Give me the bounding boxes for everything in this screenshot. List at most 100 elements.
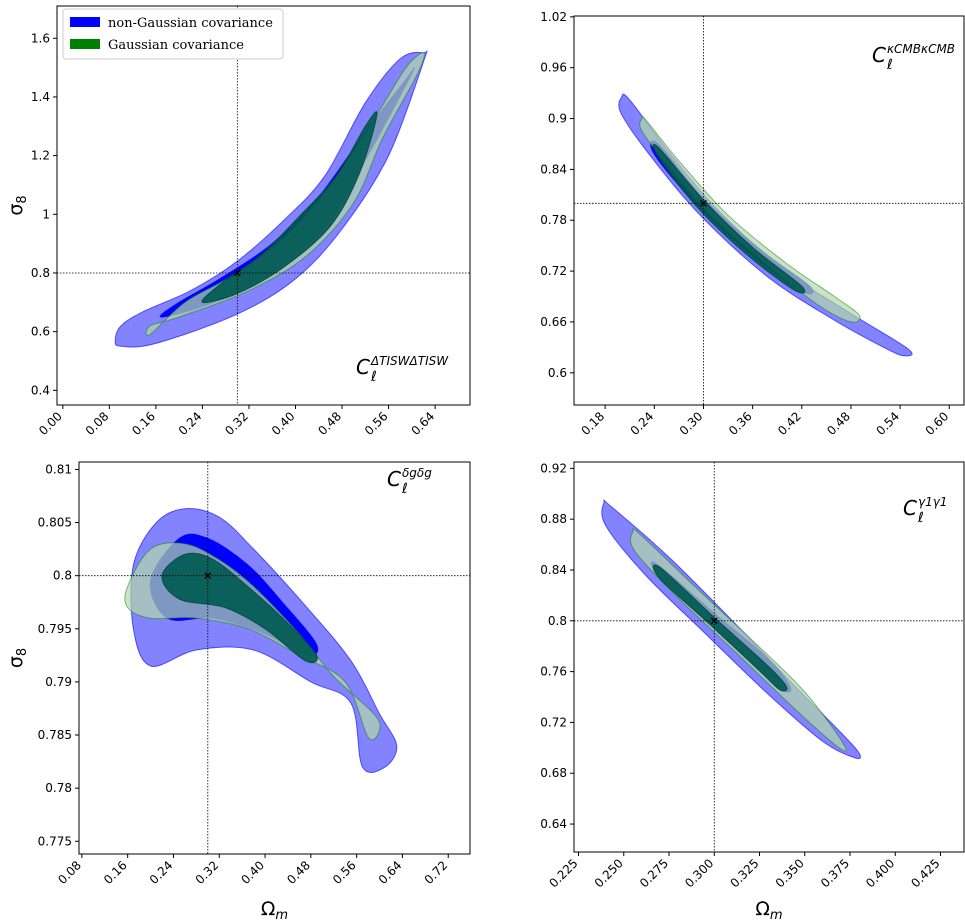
y-tick-label: 0.8 <box>31 266 50 280</box>
spectrum-annotation: Cδgδg <box>387 466 432 491</box>
x-tick-label: 0.32 <box>222 409 251 438</box>
spectrum-annotation: Cγ1γ1 <box>903 495 947 520</box>
contour-area <box>574 462 964 852</box>
y-tick-label: 1 <box>42 207 50 221</box>
x-tick-label: 0.48 <box>315 409 344 438</box>
gaussian-inner-contour <box>201 111 378 304</box>
y-tick-label: 0.78 <box>540 213 567 227</box>
fiducial-marker <box>699 199 707 207</box>
x-tick-label: 0.72 <box>422 858 451 887</box>
x-tick-label: 0.16 <box>129 409 158 438</box>
gaussian-inner-contour <box>652 143 806 294</box>
y-tick-label: 1.02 <box>540 10 567 24</box>
legend-label-non-gaussian: non-Gaussian covariance <box>108 16 273 31</box>
y-tick-label: 0.9 <box>548 112 567 126</box>
gaussian-inner-contour <box>161 552 318 664</box>
x-tick-label: 0.275 <box>637 856 671 890</box>
non-gaussian-outer-contour <box>618 93 913 357</box>
y-tick-label: 0.78 <box>45 781 72 795</box>
legend-swatch-non-gaussian <box>70 17 100 27</box>
y-tick-label: 0.79 <box>45 675 72 689</box>
legend-label-gaussian: Gaussian covariance <box>108 38 244 53</box>
axes-frame <box>56 5 471 406</box>
y-tick-label: 0.64 <box>540 817 567 831</box>
panel-shear: 0.225 0.250 0.275 0.300 0.325 0.350 0.375 0.400… <box>540 461 965 920</box>
x-tick-label: 0.64 <box>376 858 405 887</box>
panel-isw: 0.00 0.08 0.16 0.24 0.32 0.40 0.48 0.56 0.64 0.4 0… <box>5 5 471 438</box>
x-tick-label: 0.60 <box>923 409 952 438</box>
x-tick-label: 0.36 <box>726 409 755 438</box>
axes-frame <box>78 461 471 855</box>
y-tick-label: 0.775 <box>38 834 72 848</box>
y-tick-label: 0.8 <box>53 569 72 583</box>
y-tick-label: 0.84 <box>540 563 567 577</box>
x-tick-label: 0.24 <box>628 409 657 438</box>
y-tick-label: 0.88 <box>540 512 567 526</box>
x-tick-label: 0.48 <box>824 409 853 438</box>
contour-area <box>79 462 470 854</box>
x-tick-label: 0.24 <box>147 858 176 887</box>
fiducial-marker <box>204 572 212 580</box>
y-tick-label: 0.76 <box>540 665 567 679</box>
legend: non-Gaussian covariance Gaussian covaria… <box>62 8 284 60</box>
x-tick-label: 0.18 <box>578 409 607 438</box>
x-tick-label: 0.30 <box>677 409 706 438</box>
spectrum-annotation-subscript: ℓ <box>917 510 924 526</box>
spectrum-annotation: CκCMBκCMB <box>872 42 955 67</box>
x-tick-label: 0.425 <box>908 856 942 890</box>
spectrum-annotation-subscript: ℓ <box>401 481 408 497</box>
contour-area <box>574 16 964 405</box>
y-tick-label: 1.4 <box>31 90 50 104</box>
y-tick-label: 0.4 <box>31 383 50 397</box>
fiducial-marker <box>710 617 718 625</box>
y-tick-label: 0.72 <box>540 264 567 278</box>
y-tick-label: 0.84 <box>540 162 567 176</box>
x-tick-label: 0.56 <box>362 409 391 438</box>
fiducial-marker <box>233 269 241 277</box>
gaussian-outer-contour <box>639 115 861 323</box>
x-tick-label: 0.24 <box>176 409 205 438</box>
x-tick-label: 0.08 <box>55 858 84 887</box>
y-tick-label: 0.81 <box>45 462 72 476</box>
panel-kappa-cmb: 0.18 0.24 0.30 0.36 0.42 0.48 0.54 0.60 0.6 0.66 0… <box>540 10 965 438</box>
gaussian-inner-contour <box>652 564 788 692</box>
y-tick-label: 0.795 <box>38 622 72 636</box>
y-tick-label: 0.6 <box>548 366 567 380</box>
x-tick-label: 0.00 <box>36 409 65 438</box>
x-tick-label: 0.64 <box>408 409 437 438</box>
y-tick-label: 0.68 <box>540 766 567 780</box>
x-tick-label: 0.375 <box>818 856 852 890</box>
x-tick-label: 0.400 <box>863 856 897 890</box>
x-tick-label: 0.08 <box>83 409 112 438</box>
y-tick-label: 0.96 <box>540 61 567 75</box>
x-tick-label: 0.250 <box>592 856 626 890</box>
y-tick-label: 0.72 <box>540 715 567 729</box>
y-tick-label: 0.8 <box>548 614 567 628</box>
axes-frame <box>573 461 965 853</box>
x-tick-label: 0.40 <box>238 858 267 887</box>
x-tick-label: 0.225 <box>546 856 580 890</box>
x-tick-label: 0.300 <box>682 856 716 890</box>
contour-area <box>57 6 470 405</box>
x-tick-label: 0.325 <box>727 856 761 890</box>
legend-swatch-gaussian <box>70 39 100 49</box>
spectrum-annotation-subscript: ℓ <box>886 57 893 73</box>
panel-galaxy-clustering: 0.08 0.16 0.24 0.32 0.40 0.48 0.56 0.64 0.72 0.77… <box>5 461 471 920</box>
y-tick-label: 0.785 <box>38 728 72 742</box>
x-tick-label: 0.42 <box>775 409 804 438</box>
y-axis-label: σ8 <box>5 195 30 215</box>
spectrum-annotation: CΔTISWΔTISW <box>356 354 449 379</box>
spectrum-annotation-subscript: ℓ <box>370 369 377 385</box>
x-tick-label: 0.48 <box>284 858 313 887</box>
y-tick-label: 1.6 <box>31 31 50 45</box>
non-gaussian-outer-contour <box>114 50 428 348</box>
y-axis-label: σ8 <box>5 648 30 668</box>
x-tick-label: 0.54 <box>873 409 902 438</box>
y-tick-label: 0.92 <box>540 461 567 475</box>
x-axis-label: Ωm <box>261 898 288 920</box>
y-tick-label: 0.805 <box>38 516 72 530</box>
x-tick-label: 0.32 <box>193 858 222 887</box>
x-tick-label: 0.56 <box>330 858 359 887</box>
axes-frame <box>573 15 965 406</box>
